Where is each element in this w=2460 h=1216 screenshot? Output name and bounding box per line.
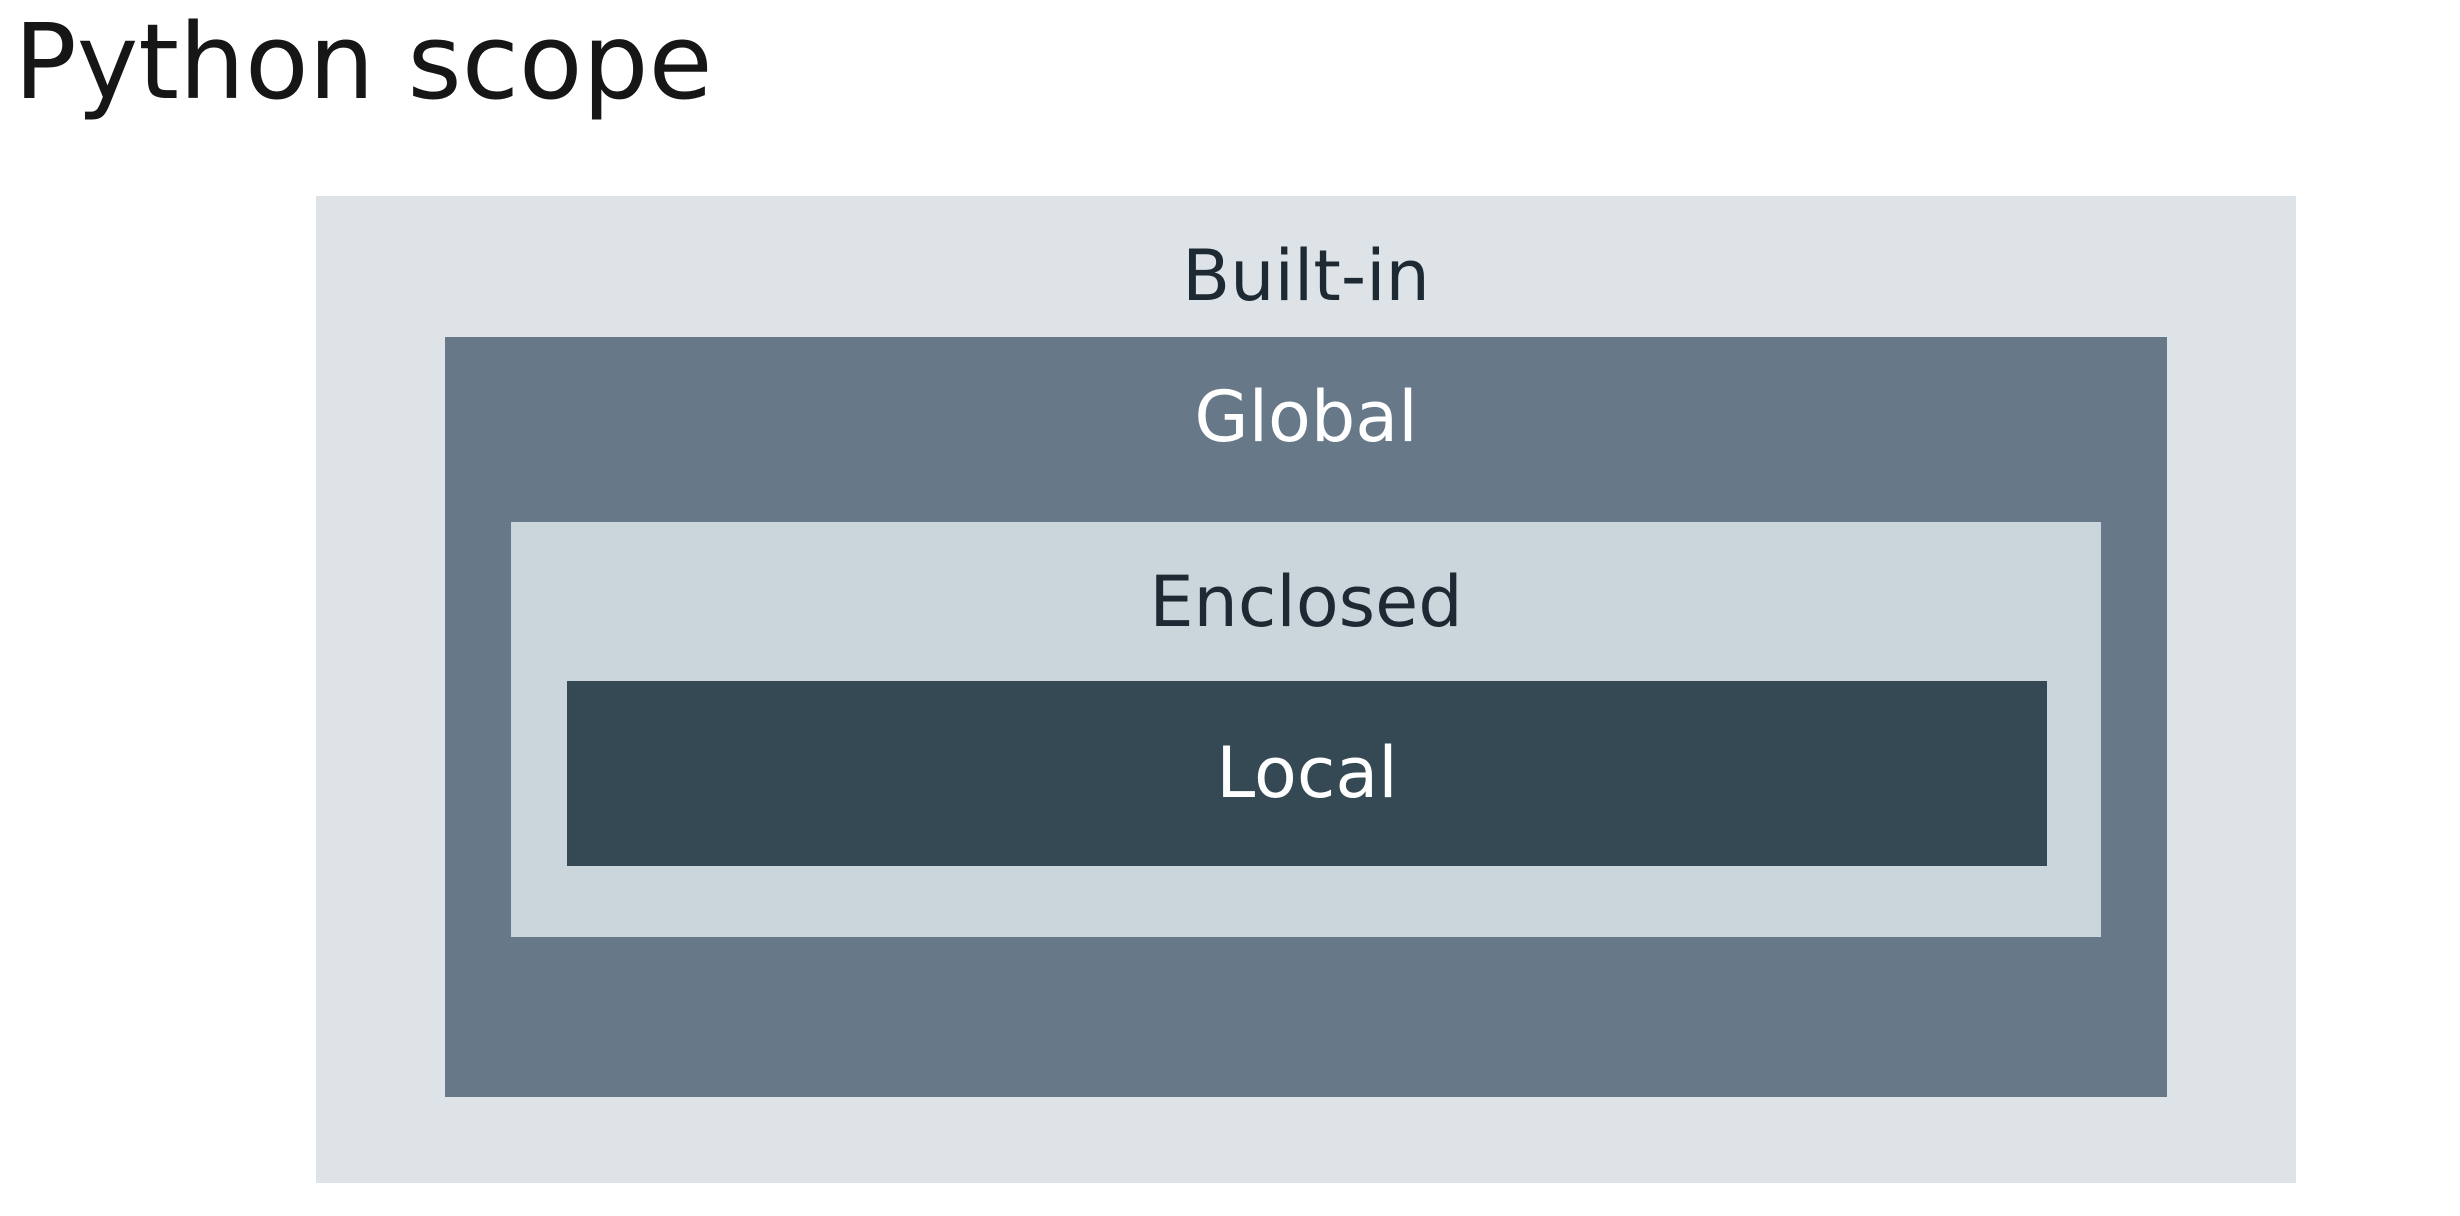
local-scope-box: Local (567, 681, 2047, 866)
builtin-scope-label: Built-in (1182, 235, 1430, 317)
enclosed-scope-box: Enclosed Local (511, 522, 2101, 937)
builtin-scope-box: Built-in Global Enclosed Local (316, 196, 2296, 1183)
local-scope-label: Local (1216, 732, 1398, 814)
global-scope-label: Global (1194, 376, 1418, 458)
page-title: Python scope (14, 1, 713, 123)
enclosed-scope-label: Enclosed (1149, 561, 1463, 643)
global-scope-box: Global Enclosed Local (445, 337, 2167, 1097)
